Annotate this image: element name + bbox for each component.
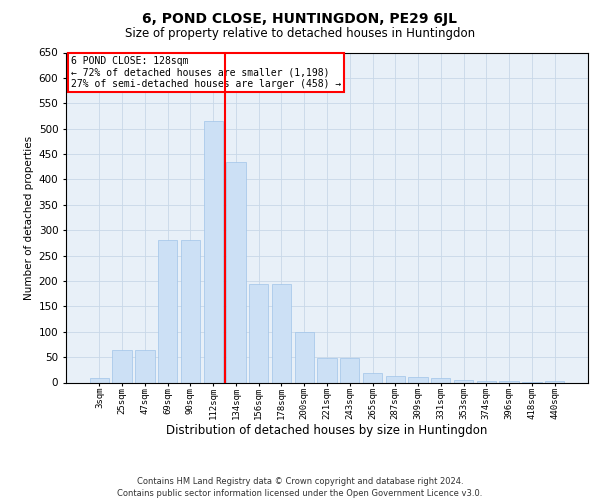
Bar: [476, 381, 496, 382]
Y-axis label: Number of detached properties: Number of detached properties: [25, 136, 34, 300]
Bar: [158, 240, 178, 382]
Bar: [249, 284, 268, 382]
Text: 6, POND CLOSE, HUNTINGDON, PE29 6JL: 6, POND CLOSE, HUNTINGDON, PE29 6JL: [143, 12, 458, 26]
Bar: [295, 332, 314, 382]
Text: 6 POND CLOSE: 128sqm
← 72% of detached houses are smaller (1,198)
27% of semi-de: 6 POND CLOSE: 128sqm ← 72% of detached h…: [71, 56, 341, 89]
Bar: [226, 162, 245, 382]
X-axis label: Distribution of detached houses by size in Huntingdon: Distribution of detached houses by size …: [166, 424, 488, 438]
Bar: [317, 358, 337, 382]
Text: Size of property relative to detached houses in Huntingdon: Size of property relative to detached ho…: [125, 28, 475, 40]
Bar: [181, 240, 200, 382]
Bar: [340, 358, 359, 382]
Bar: [203, 121, 223, 382]
Bar: [90, 378, 109, 382]
Bar: [386, 376, 405, 382]
Bar: [135, 350, 155, 382]
Bar: [431, 378, 451, 382]
Bar: [112, 350, 132, 382]
Bar: [272, 284, 291, 382]
Bar: [454, 380, 473, 382]
Text: Contains HM Land Registry data © Crown copyright and database right 2024.
Contai: Contains HM Land Registry data © Crown c…: [118, 476, 482, 498]
Bar: [409, 378, 428, 382]
Bar: [363, 374, 382, 382]
